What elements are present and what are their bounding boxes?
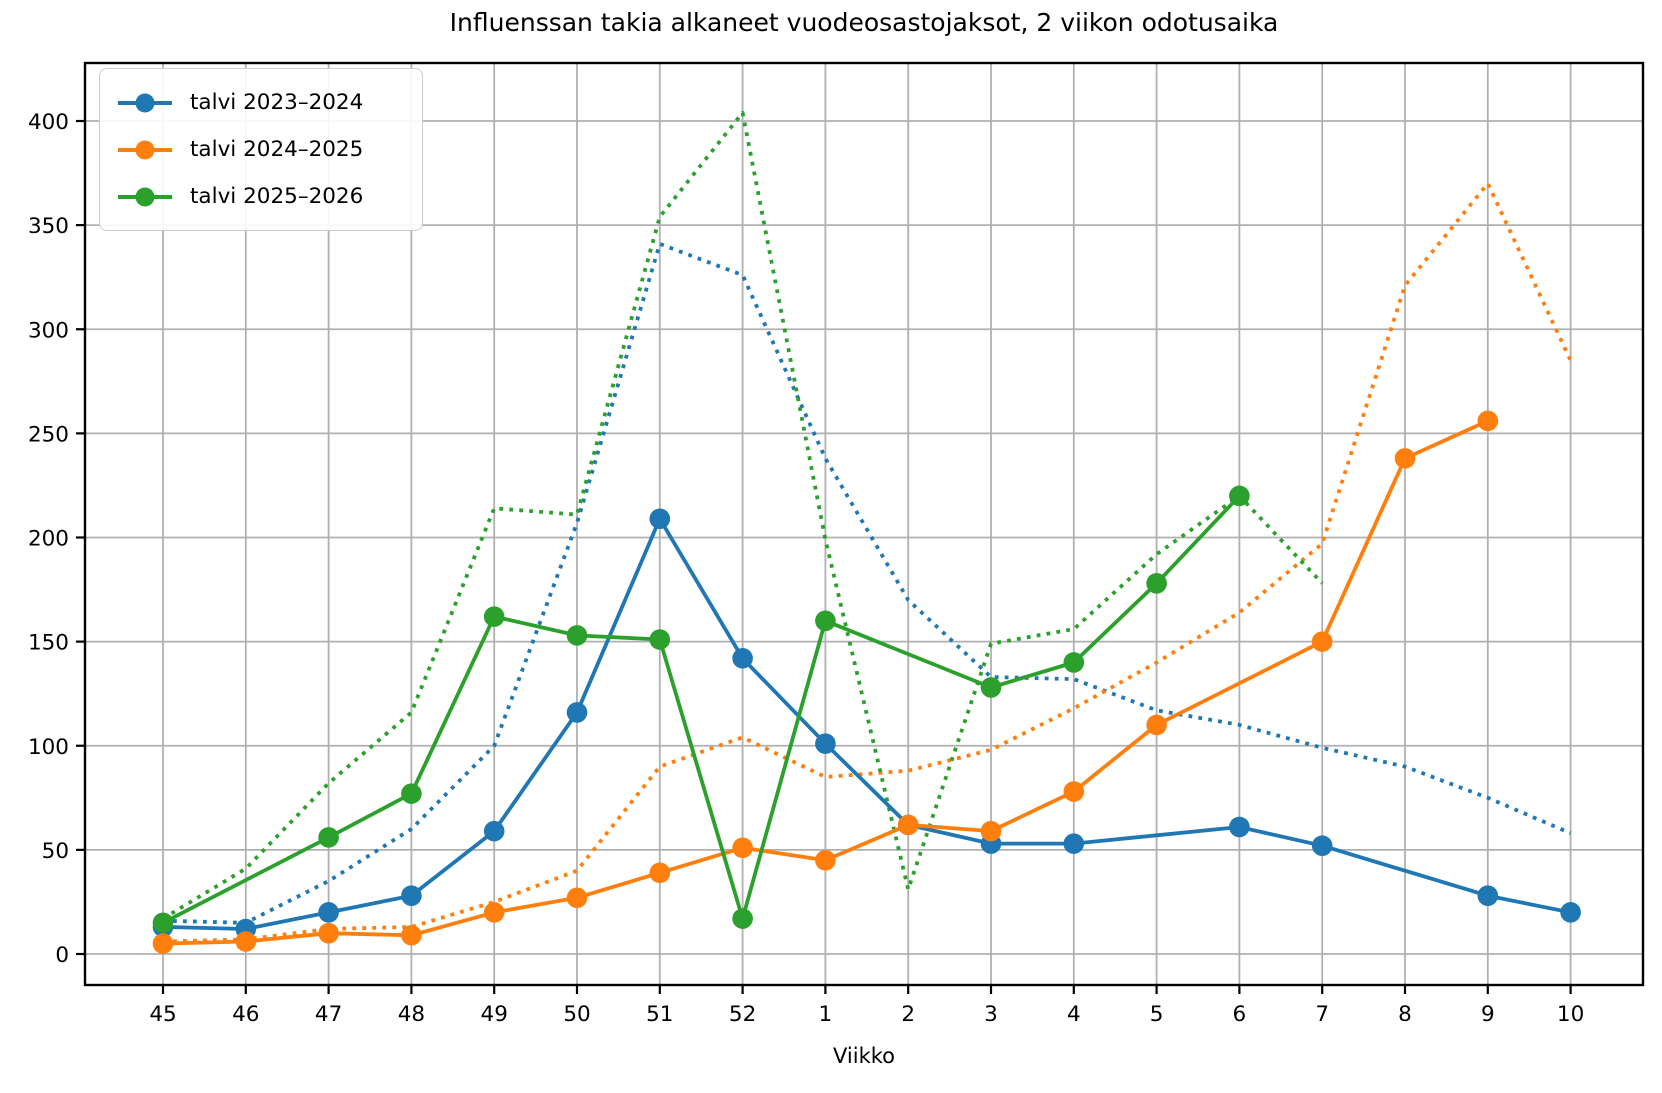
data-point-marker xyxy=(1146,573,1167,594)
data-point-marker xyxy=(815,849,836,871)
data-point-marker xyxy=(980,820,1002,842)
x-tick-label: 52 xyxy=(729,1002,756,1027)
legend-item-label: talvi 2023–2024 xyxy=(190,90,364,115)
data-point-marker xyxy=(815,610,836,632)
y-tick-label: 350 xyxy=(28,214,69,239)
data-point-marker xyxy=(401,924,422,946)
data-point-marker xyxy=(732,908,753,929)
legend-item-label: talvi 2025–2026 xyxy=(190,184,364,209)
x-tick-label: 6 xyxy=(1233,1002,1247,1027)
data-point-marker xyxy=(649,862,671,884)
data-point-marker xyxy=(401,783,422,804)
data-point-marker xyxy=(1477,885,1499,906)
data-point-marker xyxy=(1560,902,1581,923)
x-tick-label: 45 xyxy=(149,1002,176,1027)
legend-swatch-line xyxy=(118,93,172,112)
data-point-marker xyxy=(566,887,588,909)
legend-swatch-line xyxy=(118,140,172,159)
x-tick-label: 1 xyxy=(819,1002,833,1027)
legend-swatch-line xyxy=(118,187,172,206)
data-point-marker xyxy=(897,814,919,836)
x-tick-label: 7 xyxy=(1315,1002,1329,1027)
data-point-marker xyxy=(318,827,339,848)
data-point-marker xyxy=(1477,410,1499,432)
data-point-marker xyxy=(1229,816,1250,838)
data-point-marker xyxy=(1394,448,1416,469)
legend-item: talvi 2024–2025 xyxy=(116,126,406,173)
data-point-marker xyxy=(649,508,671,530)
x-tick-label: 2 xyxy=(901,1002,915,1027)
data-point-marker xyxy=(401,885,422,906)
data-point-marker xyxy=(483,820,505,842)
data-point-marker xyxy=(1146,714,1167,736)
x-tick-label: 8 xyxy=(1398,1002,1412,1027)
data-point-marker xyxy=(649,629,671,650)
y-tick-label: 400 xyxy=(28,110,69,135)
x-tick-label: 4 xyxy=(1067,1002,1081,1027)
y-tick-label: 100 xyxy=(28,735,69,760)
data-point-marker xyxy=(1063,781,1085,802)
data-point-marker xyxy=(318,922,339,944)
x-tick-label: 5 xyxy=(1150,1002,1164,1027)
x-tick-label: 10 xyxy=(1557,1002,1584,1027)
data-point-marker xyxy=(483,902,505,923)
x-tick-label: 9 xyxy=(1481,1002,1495,1027)
data-point-marker xyxy=(1063,833,1085,854)
data-point-marker xyxy=(732,837,753,859)
data-point-marker xyxy=(235,931,257,952)
data-point-marker xyxy=(732,647,753,669)
chart-title: Influenssan takia alkaneet vuodeosastoja… xyxy=(449,8,1279,37)
x-tick-label: 50 xyxy=(563,1002,590,1027)
data-point-marker xyxy=(1311,835,1333,857)
data-point-marker xyxy=(152,912,174,934)
data-point-marker xyxy=(1063,652,1085,673)
series-line-solid xyxy=(162,516,1571,931)
legend-item: talvi 2025–2026 xyxy=(116,173,406,220)
series-line-dotted xyxy=(162,181,1573,944)
data-point-marker xyxy=(566,702,588,723)
x-tick-label: 51 xyxy=(646,1002,673,1027)
y-tick-label: 300 xyxy=(28,318,69,343)
x-tick-label: 49 xyxy=(481,1002,508,1027)
legend: talvi 2023–2024 talvi 2024–2025 talvi 20… xyxy=(99,68,423,231)
y-tick-label: 150 xyxy=(28,631,69,656)
data-point-marker xyxy=(318,902,339,923)
y-tick-label: 50 xyxy=(42,839,69,864)
data-point-marker xyxy=(483,606,505,627)
y-tick-label: 200 xyxy=(28,527,69,552)
series-line-solid xyxy=(162,419,1489,946)
data-point-marker xyxy=(980,677,1002,698)
legend-item-label: talvi 2024–2025 xyxy=(190,137,364,162)
legend-item: talvi 2023–2024 xyxy=(116,79,406,126)
x-axis-label: Viikko xyxy=(833,1044,895,1068)
y-tick-label: 0 xyxy=(55,943,69,968)
x-tick-label: 46 xyxy=(232,1002,259,1027)
data-point-marker xyxy=(1311,631,1333,652)
data-point-marker xyxy=(566,625,588,646)
series-line-solid xyxy=(162,494,1241,925)
series-line-dotted xyxy=(162,110,1324,921)
axes-spines xyxy=(83,61,1645,987)
x-tick-label: 3 xyxy=(984,1002,998,1027)
data-point-marker xyxy=(815,733,836,754)
data-point-marker xyxy=(1229,485,1250,507)
x-tick-label: 47 xyxy=(315,1002,342,1027)
y-tick-label: 250 xyxy=(28,422,69,447)
series-line-dotted xyxy=(162,242,1572,925)
x-tick-label: 48 xyxy=(398,1002,425,1027)
data-point-marker xyxy=(152,933,174,954)
